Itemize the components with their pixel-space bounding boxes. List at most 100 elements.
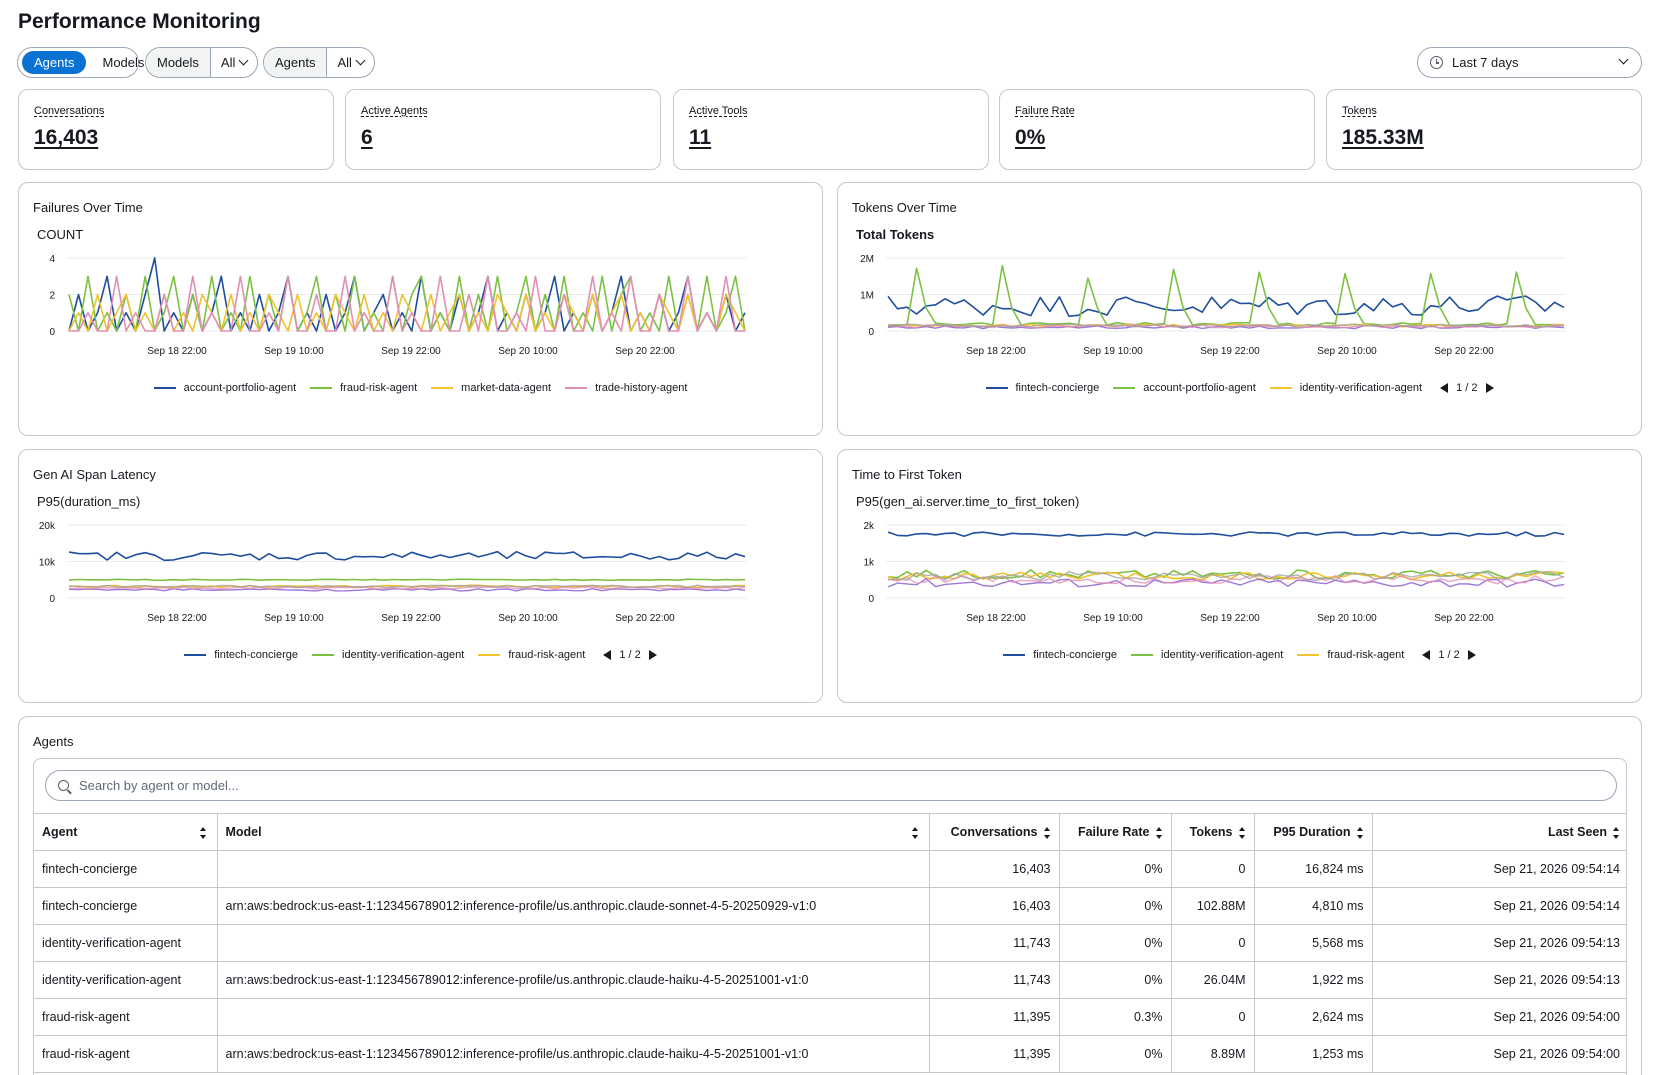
- series-line-fintech-concierge[interactable]: [68, 550, 746, 562]
- kpi-active-tools: Active Tools 11: [673, 89, 989, 170]
- prev-page-icon[interactable]: [603, 650, 612, 660]
- legend-label: trade-history-agent: [595, 382, 688, 394]
- col-failure-rate[interactable]: Failure Rate: [1059, 813, 1172, 851]
- table-row[interactable]: identity-verification-agent arn:aws:bedr…: [34, 961, 1626, 999]
- col-model[interactable]: Model: [217, 813, 930, 851]
- cell-conversations: 11,395: [929, 1035, 1060, 1073]
- series-line-hidden[interactable]: [68, 587, 746, 592]
- ttft-chart[interactable]: 0 1k 2k Sep 18 22:00 Sep 19 10:00 Sep 19 22:0…: [838, 450, 1643, 650]
- kpi-value[interactable]: 16,403: [34, 126, 99, 149]
- cell-last-seen: Sep 21, 2026 09:54:13: [1372, 924, 1626, 962]
- series-line-market-data-agent[interactable]: [68, 293, 746, 332]
- page-title: Performance Monitoring: [18, 10, 261, 33]
- legend-label: fintech-concierge: [214, 649, 299, 661]
- x-tick-label: Sep 18 22:00: [147, 613, 207, 624]
- models-filter-value: All: [220, 55, 236, 70]
- legend-item[interactable]: identity-verification-agent: [1269, 382, 1423, 394]
- prev-page-icon[interactable]: [1422, 650, 1431, 660]
- legend-label: account-portfolio-agent: [183, 382, 297, 394]
- kpi-value[interactable]: 185.33M: [1342, 126, 1424, 149]
- x-tick-label: Sep 20 10:00: [498, 613, 558, 624]
- chart-ylabel: P95(gen_ai.server.time_to_first_token): [856, 494, 1080, 509]
- col-tokens[interactable]: Tokens: [1171, 813, 1255, 851]
- series-line-fintech-concierge[interactable]: [887, 531, 1565, 538]
- prev-page-icon[interactable]: [1440, 383, 1449, 393]
- kpi-value[interactable]: 0%: [1015, 126, 1046, 149]
- y-tick-label: 20k: [39, 521, 56, 532]
- y-tick-label: 1M: [860, 291, 874, 302]
- series-line-hidden[interactable]: [887, 323, 1565, 328]
- kpi-label[interactable]: Active Agents: [361, 105, 428, 117]
- series-line-trade-history-agent[interactable]: [69, 275, 745, 332]
- legend-item[interactable]: trade-history-agent: [565, 382, 687, 394]
- legend-item[interactable]: identity-verification-agent: [312, 649, 464, 661]
- kpi-label[interactable]: Failure Rate: [1015, 105, 1075, 117]
- legend-item[interactable]: account-portfolio-agent: [1113, 382, 1256, 394]
- cell-failure-rate: 0.3%: [1059, 998, 1172, 1036]
- x-tick-label: Sep 20 22:00: [615, 613, 675, 624]
- x-tick-label: Sep 19 10:00: [264, 613, 324, 624]
- series-line-identity-verification-agent[interactable]: [68, 578, 746, 582]
- table-row[interactable]: identity-verification-agent 11,743 0% 0 …: [34, 924, 1626, 962]
- legend-item[interactable]: fintech-concierge: [1003, 649, 1117, 661]
- cell-model: arn:aws:bedrock:us-east-1:123456789012:i…: [217, 961, 930, 999]
- latency-chart[interactable]: 0 10k 20k Sep 18 22:00 Sep 19 10:00 Sep 19 22…: [19, 450, 824, 650]
- kpi-label[interactable]: Tokens: [1342, 105, 1377, 117]
- models-filter-select[interactable]: All: [211, 48, 257, 77]
- failures-chart[interactable]: 0 2 4 Sep 18 22:00 Sep 19 10:00 Sep 19 22:00 S…: [19, 183, 824, 383]
- legend-label: identity-verification-agent: [1299, 382, 1423, 394]
- legend-item[interactable]: identity-verification-agent: [1131, 649, 1283, 661]
- next-page-icon[interactable]: [1467, 650, 1476, 660]
- kpi-label[interactable]: Active Tools: [689, 105, 748, 117]
- series-line-account-portfolio-agent[interactable]: [887, 264, 1565, 327]
- col-conversations[interactable]: Conversations: [929, 813, 1060, 851]
- legend-swatch: [478, 654, 501, 656]
- legend-item[interactable]: fraud-risk-agent: [478, 649, 585, 661]
- search-input[interactable]: [79, 778, 1604, 793]
- legend-item[interactable]: fraud-risk-agent: [310, 382, 417, 394]
- col-p95-duration[interactable]: P95 Duration: [1254, 813, 1373, 851]
- toggle-agents[interactable]: Agents: [22, 51, 87, 74]
- table-row[interactable]: fraud-risk-agent 11,395 0.3% 0 2,624 ms …: [34, 998, 1626, 1036]
- series-line-hidden[interactable]: [68, 584, 746, 589]
- legend-swatch: [312, 654, 335, 656]
- legend-swatch: [1003, 654, 1026, 656]
- legend-item[interactable]: account-portfolio-agent: [153, 382, 297, 394]
- next-page-icon[interactable]: [648, 650, 657, 660]
- legend-pager: 1 / 2: [1440, 382, 1494, 394]
- series-line-fintech-concierge[interactable]: [887, 295, 1565, 317]
- y-tick-label: 2: [49, 291, 55, 302]
- cell-tokens: 0: [1171, 998, 1255, 1036]
- chart-ylabel: P95(duration_ms): [37, 494, 141, 509]
- sort-icon: [911, 827, 919, 839]
- legend-item[interactable]: fraud-risk-agent: [1297, 649, 1404, 661]
- chart-legend: fintech-concierge account-portfolio-agen…: [838, 382, 1641, 394]
- date-range-select[interactable]: Last 7 days: [1417, 47, 1642, 78]
- legend-item[interactable]: fintech-concierge: [184, 649, 298, 661]
- next-page-icon[interactable]: [1485, 383, 1494, 393]
- cell-last-seen: Sep 21, 2026 09:54:14: [1372, 887, 1626, 925]
- cell-model: arn:aws:bedrock:us-east-1:123456789012:i…: [217, 1035, 930, 1073]
- kpi-active-agents: Active Agents 6: [345, 89, 661, 170]
- chevron-down-icon: [1618, 54, 1629, 65]
- legend-item[interactable]: market-data-agent: [431, 382, 551, 394]
- col-agent[interactable]: Agent: [34, 813, 218, 851]
- kpi-value[interactable]: 11: [689, 126, 712, 149]
- table-row[interactable]: fraud-risk-agent arn:aws:bedrock:us-east…: [34, 1035, 1626, 1073]
- col-last-seen[interactable]: Last Seen: [1372, 813, 1626, 851]
- toggle-models[interactable]: Models: [102, 55, 145, 70]
- kpi-value[interactable]: 6: [361, 126, 373, 149]
- agents-search: [45, 770, 1617, 801]
- cell-agent: fraud-risk-agent: [34, 1035, 218, 1073]
- series-line-hidden[interactable]: [887, 571, 1565, 582]
- table-row[interactable]: fintech-concierge 16,403 0% 0 16,824 ms …: [34, 850, 1626, 888]
- tokens-chart[interactable]: 0 1M 2M Sep 18 22:00 Sep 19 10:00 Sep 19 22:0…: [838, 183, 1643, 383]
- kpi-label[interactable]: Conversations: [34, 105, 105, 117]
- x-tick-label: Sep 19 22:00: [1200, 613, 1260, 624]
- agents-filter-select[interactable]: All: [327, 48, 373, 77]
- legend-item[interactable]: fintech-concierge: [985, 382, 1099, 394]
- legend-label: identity-verification-agent: [342, 649, 465, 661]
- cell-failure-rate: 0%: [1059, 887, 1172, 925]
- cell-p95-duration: 16,824 ms: [1254, 850, 1373, 888]
- table-row[interactable]: fintech-concierge arn:aws:bedrock:us-eas…: [34, 887, 1626, 925]
